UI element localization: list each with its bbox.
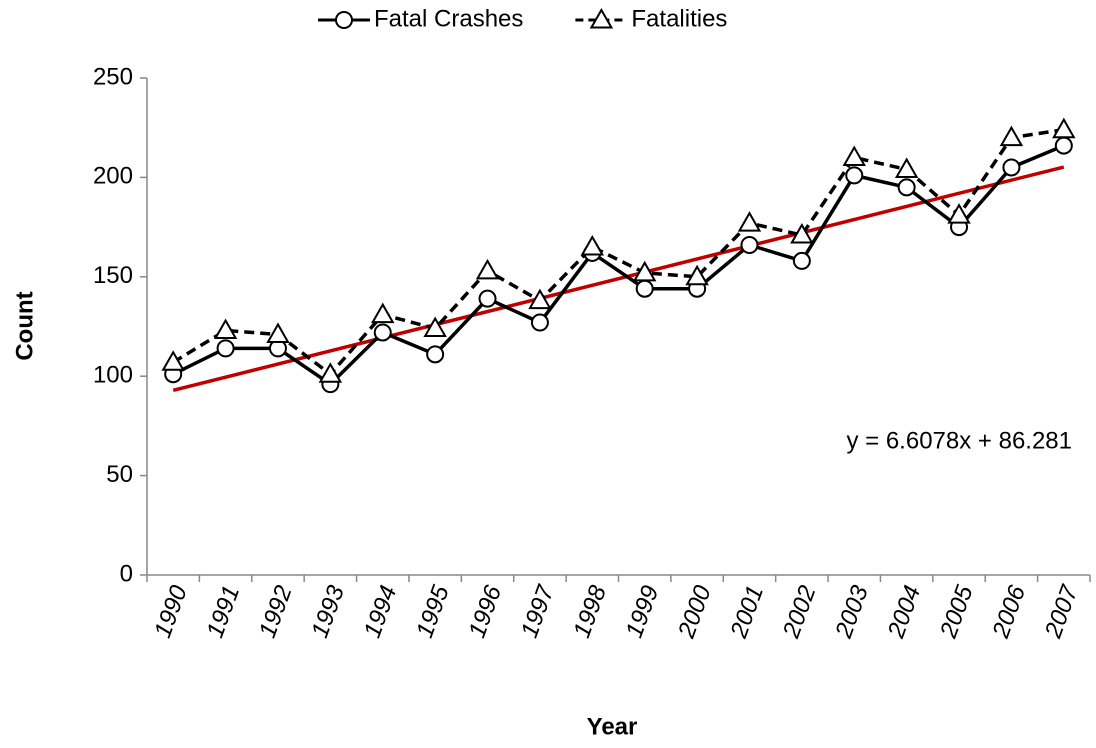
x-tick-label: 1991 xyxy=(202,582,246,641)
y-tick-label: 150 xyxy=(93,262,133,289)
data-point xyxy=(845,166,864,185)
x-tick-label: 2007 xyxy=(1039,580,1084,642)
x-tick-label: 1992 xyxy=(254,582,298,641)
data-point xyxy=(423,316,447,337)
data-point xyxy=(426,345,445,364)
x-tick-label: 2003 xyxy=(830,581,874,642)
data-point xyxy=(318,362,343,383)
y-tick-label: 0 xyxy=(120,560,133,587)
data-point xyxy=(216,339,235,358)
x-tick-label: 1993 xyxy=(306,581,350,641)
y-tick-label: 250 xyxy=(93,63,133,90)
data-point xyxy=(530,313,549,332)
series-line xyxy=(172,143,1065,387)
x-tick-label: 2002 xyxy=(777,582,821,642)
legend-label: Fatalities xyxy=(631,5,727,32)
legend-marker xyxy=(335,11,353,29)
data-point xyxy=(266,322,290,343)
x-tick-label: 1998 xyxy=(568,581,612,641)
y-axis-label: Count xyxy=(11,291,38,360)
x-tick-label: 2001 xyxy=(725,582,769,642)
data-point xyxy=(740,235,759,254)
x-tick-label: 2005 xyxy=(935,581,979,642)
data-point xyxy=(161,350,185,371)
data-point xyxy=(1052,117,1076,139)
data-point xyxy=(1002,158,1021,177)
legend-label: Fatal Crashes xyxy=(374,5,523,32)
data-point xyxy=(842,145,866,167)
x-tick-label: 2000 xyxy=(673,581,717,642)
data-point xyxy=(897,178,916,197)
x-tick-label: 1999 xyxy=(621,582,665,641)
x-tick-label: 2004 xyxy=(882,582,926,642)
data-point xyxy=(999,125,1024,147)
data-point xyxy=(632,260,657,282)
data-point xyxy=(528,288,552,310)
data-point xyxy=(894,157,919,178)
data-point xyxy=(478,289,497,308)
trendline-equation: y = 6.6078x + 86.281 xyxy=(846,427,1072,454)
data-point xyxy=(737,211,762,232)
trendline xyxy=(172,165,1065,393)
x-tick-label: 1994 xyxy=(359,582,403,641)
data-point xyxy=(792,251,811,270)
data-point xyxy=(475,258,500,280)
data-point xyxy=(635,279,654,298)
y-tick-label: 50 xyxy=(106,461,133,488)
data-point xyxy=(580,234,605,256)
data-point xyxy=(685,264,709,286)
x-tick-label: 1990 xyxy=(149,581,193,641)
legend-marker xyxy=(589,7,614,29)
y-tick-label: 200 xyxy=(93,163,133,190)
x-tick-label: 1995 xyxy=(411,581,455,641)
data-point xyxy=(371,302,395,324)
data-point xyxy=(373,323,392,342)
data-point xyxy=(213,318,238,339)
x-tick-label: 2006 xyxy=(987,581,1031,642)
x-tick-label: 1996 xyxy=(463,581,507,641)
x-axis-label: Year xyxy=(587,713,638,740)
data-point xyxy=(947,203,971,224)
y-tick-label: 100 xyxy=(93,362,133,389)
data-point xyxy=(1054,136,1073,155)
x-tick-label: 1997 xyxy=(516,580,560,641)
series-line xyxy=(172,127,1065,377)
data-point xyxy=(790,223,814,244)
